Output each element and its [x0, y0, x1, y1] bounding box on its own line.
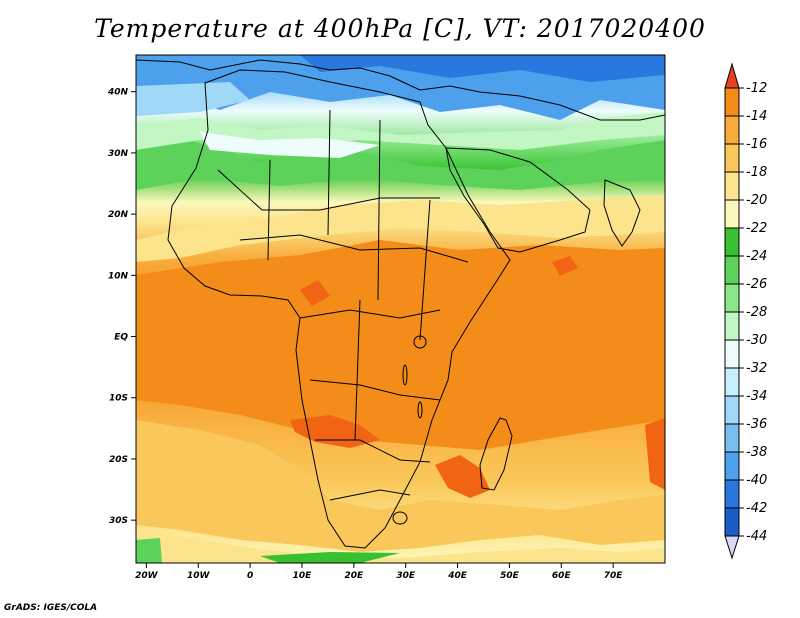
- lon-tick-label: 40E: [447, 571, 468, 581]
- lon-tick-label: 70E: [604, 571, 624, 581]
- lon-tick-label: 50E: [500, 571, 520, 581]
- colorbar-label: -24: [746, 249, 767, 264]
- lon-tick-label: 0: [247, 571, 253, 581]
- colorbar-swatch: [724, 115, 740, 145]
- colorbar-label: -36: [746, 417, 767, 432]
- colorbar-label: -16: [746, 137, 767, 152]
- colorbar-swatch: [724, 199, 740, 229]
- lat-tick-label: 20N: [108, 210, 129, 220]
- coastlines: [136, 59, 665, 549]
- colorbar-label: -26: [746, 277, 767, 292]
- colorbar-swatch: [724, 339, 740, 369]
- lat-tick-label: 10N: [108, 271, 129, 281]
- lon-tick-label: 10W: [187, 571, 211, 581]
- colorbar-label: -22: [746, 221, 767, 236]
- temperature-field: [136, 55, 665, 563]
- colorbar-label: -12: [746, 81, 767, 96]
- colorbar-label: -42: [746, 501, 767, 516]
- colorbar-label: -38: [746, 445, 767, 460]
- lat-tick-label: 30N: [108, 149, 129, 159]
- lat-tick-label: 40N: [107, 88, 129, 98]
- lon-tick-label: 10E: [293, 571, 313, 581]
- colorbar-swatch: [724, 87, 740, 117]
- colorbar-swatch: [724, 227, 740, 257]
- colorbar-label: -18: [746, 165, 767, 180]
- colorbar-swatch: [724, 255, 740, 285]
- colorbar-label: -44: [746, 529, 767, 544]
- credit-text: GrADS: IGES/COLA: [4, 603, 98, 613]
- colorbar-swatch: [724, 367, 740, 397]
- colorbar-swatch: [724, 395, 740, 425]
- colorbar-label: -30: [746, 333, 767, 348]
- colorbar-label: -32: [746, 361, 767, 376]
- latitude-axis: 40N 30N 20N 10N EQ 10S 20S 30S: [107, 88, 136, 526]
- colorbar-bottom-arrow: [724, 535, 740, 560]
- lat-tick-label: 10S: [109, 394, 128, 404]
- lon-tick-label: 30E: [396, 571, 416, 581]
- lat-tick-label: EQ: [114, 333, 128, 343]
- lat-tick-label: 20S: [109, 455, 128, 465]
- colorbar-swatch: [724, 507, 740, 537]
- colorbar-top-arrow: [724, 62, 740, 89]
- colorbar-swatch: [724, 143, 740, 173]
- colorbar-label: -14: [746, 109, 767, 124]
- colorbar-swatch: [724, 423, 740, 453]
- colorbar-swatch: [724, 311, 740, 341]
- colorbar-swatch: [724, 171, 740, 201]
- lon-tick-label: 20W: [135, 571, 159, 581]
- colorbar-swatch: [724, 451, 740, 481]
- colorbar-swatch: [724, 283, 740, 313]
- map-title: Temperature at 400hPa [C], VT: 201702040…: [94, 14, 706, 43]
- colorbar-label: -20: [746, 193, 767, 208]
- colorbar-label: -40: [746, 473, 767, 488]
- plot-frame: [135, 54, 666, 564]
- colorbar-label: -34: [746, 389, 767, 404]
- lon-tick-label: 20E: [344, 571, 364, 581]
- colorbar: -12 -14 -16 -18 -20 -22 -24 -26 -28 -30 -32 -34 -36 -…: [724, 62, 767, 560]
- lon-tick-label: 60E: [552, 571, 572, 581]
- colorbar-swatch: [724, 479, 740, 509]
- lat-tick-label: 30S: [109, 516, 128, 526]
- longitude-axis: 20W 10W 0 10E 20E 30E 40E 50E 60E 70E: [135, 563, 623, 581]
- colorbar-label: -28: [746, 305, 767, 320]
